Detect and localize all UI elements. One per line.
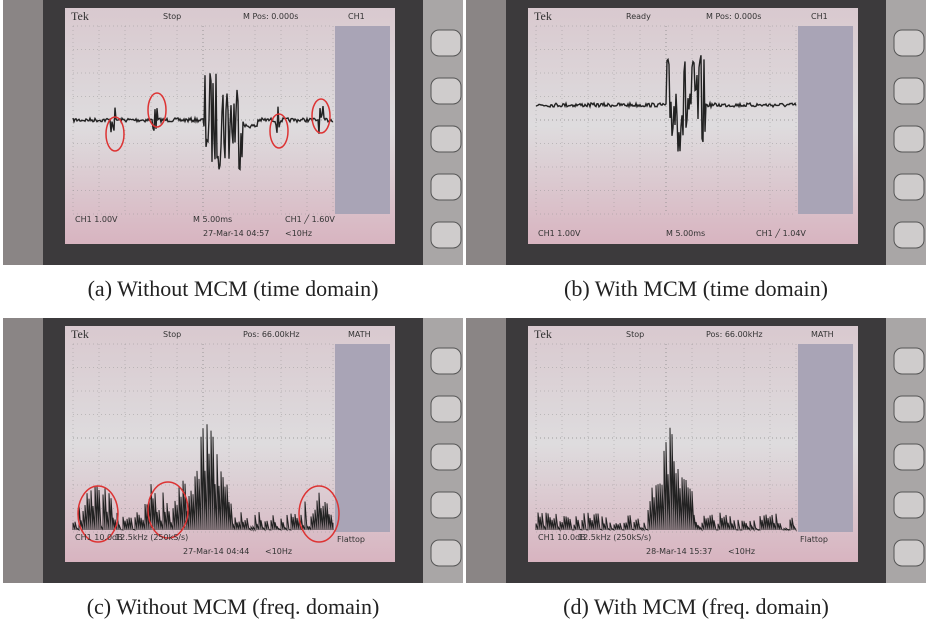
button: [430, 173, 462, 201]
button: [430, 395, 462, 423]
status: Stop: [626, 330, 644, 339]
readout: <10Hz: [265, 547, 292, 556]
position: M Pos: 0.000s: [243, 12, 298, 21]
readout: 12.5kHz (250kS/s): [578, 533, 651, 542]
button: [430, 29, 462, 57]
panel: Tek Stop M Pos: 0.000s CH1 CH1 1.00V M 5.00ms…: [3, 0, 463, 265]
panel: Tek Ready M Pos: 0.000s CH1 CH1 1.00V M 5.00m…: [466, 0, 926, 265]
readout: 28-Mar-14 15:37: [646, 547, 712, 556]
channel: CH1: [348, 12, 365, 21]
caption: (d) With MCM (freq. domain): [563, 594, 829, 619]
button: [430, 539, 462, 567]
channel: CH1: [811, 12, 828, 21]
highlight-circle: [105, 116, 125, 152]
brand: Tek: [71, 327, 89, 341]
menu-box: [798, 26, 853, 214]
menu-box: [335, 26, 390, 214]
highlight-circle: [147, 92, 167, 128]
waveform: [72, 73, 334, 171]
menu-box: [798, 344, 853, 532]
button: [430, 491, 462, 519]
caption: (c) Without MCM (freq. domain): [86, 594, 380, 619]
button: [430, 77, 462, 105]
button: [893, 395, 925, 423]
readout: Flattop: [800, 535, 828, 544]
oscilloscope-photo: Tek Stop M Pos: 0.000s CH1 CH1 1.00V M 5.00ms…: [3, 0, 463, 265]
readout: CH1 ╱ 1.60V: [285, 214, 335, 224]
readout: 27-Mar-14 04:44: [183, 547, 249, 556]
position: Pos: 66.00kHz: [706, 330, 763, 339]
brand: Tek: [534, 9, 552, 23]
button: [893, 29, 925, 57]
spectrum: [535, 427, 797, 532]
readout: <10Hz: [285, 229, 312, 238]
button: [893, 173, 925, 201]
readout: CH1 10.0dB: [75, 533, 123, 542]
channel: MATH: [811, 330, 834, 339]
button: [893, 539, 925, 567]
panel: Tek Stop Pos: 66.00kHz MATH CH1 10.0dB 12.5kH…: [466, 318, 926, 583]
brand: Tek: [534, 327, 552, 341]
button: [893, 443, 925, 471]
menu-box: [335, 344, 390, 532]
button: [430, 221, 462, 249]
highlight-circle: [311, 98, 331, 134]
highlight-circle: [147, 481, 189, 539]
oscilloscope-photo: Tek Stop Pos: 66.00kHz MATH CH1 10.0dB12.5kH…: [3, 318, 463, 583]
highlight-circle: [298, 485, 340, 543]
status: Ready: [626, 12, 651, 21]
oscilloscope-photo: Tek Stop Pos: 66.00kHz MATH CH1 10.0dB12.5kH…: [466, 318, 926, 583]
readout: CH1 1.00V: [75, 215, 118, 224]
readout: 12.5kHz (250kS/s): [115, 533, 188, 542]
readout: M 5.00ms: [193, 215, 232, 224]
button: [893, 347, 925, 375]
readout: <10Hz: [728, 547, 755, 556]
brand: Tek: [71, 9, 89, 23]
button: [893, 77, 925, 105]
readout: Flattop: [337, 535, 365, 544]
readout: 27-Mar-14 04:57: [203, 229, 269, 238]
channel: MATH: [348, 330, 371, 339]
waveform: [535, 55, 797, 152]
readout: M 5.00ms: [666, 229, 705, 238]
oscilloscope-photo: Tek Ready M Pos: 0.000s CH1 CH1 1.00V M 5.00m…: [466, 0, 926, 265]
caption: (b) With MCM (time domain): [564, 276, 828, 301]
readout: CH1 ╱ 1.04V: [756, 228, 806, 238]
button: [430, 125, 462, 153]
highlight-circle: [77, 485, 119, 543]
status: Stop: [163, 12, 181, 21]
position: Pos: 66.00kHz: [243, 330, 300, 339]
button: [430, 443, 462, 471]
readout: CH1 1.00V: [538, 229, 581, 238]
readout: CH1 10.0dB: [538, 533, 586, 542]
button: [430, 347, 462, 375]
caption: (a) Without MCM (time domain): [87, 276, 379, 301]
button: [893, 221, 925, 249]
button: [893, 491, 925, 519]
position: M Pos: 0.000s: [706, 12, 761, 21]
highlight-circle: [269, 113, 289, 149]
status: Stop: [163, 330, 181, 339]
button: [893, 125, 925, 153]
panel: Tek Stop Pos: 66.00kHz MATH CH1 10.0dB 12.5kH…: [3, 318, 463, 583]
